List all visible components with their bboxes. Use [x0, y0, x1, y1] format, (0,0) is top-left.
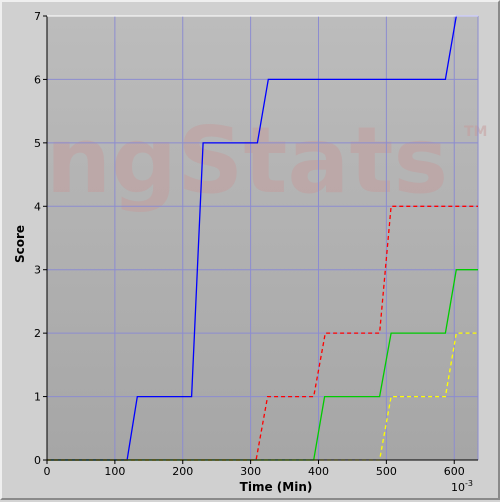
x-tick-label: 400	[308, 465, 329, 478]
series-line-4	[47, 332, 478, 461]
y-tick-label: 4	[34, 200, 41, 213]
y-tick-label: 5	[34, 137, 41, 150]
axes	[46, 15, 478, 461]
y-tick-label: 6	[34, 73, 41, 86]
x-tick-label: 300	[240, 465, 261, 478]
series-lines	[47, 15, 478, 461]
y-tick-label: 1	[34, 391, 41, 404]
x-axis-multiplier: 10-3	[451, 479, 473, 494]
watermark: ngStats	[46, 107, 448, 214]
x-tick-label: 100	[104, 465, 125, 478]
x-tick-label: 200	[172, 465, 193, 478]
y-tick-label: 7	[34, 10, 41, 23]
x-tick-label: 600	[444, 465, 465, 478]
y-axis-label: Score	[13, 225, 27, 263]
series-line-2	[47, 205, 478, 461]
x-tick-label: 0	[44, 465, 51, 478]
y-tick-label: 3	[34, 264, 41, 277]
x-tick-labels: 0 100 200 300 400 500 600	[44, 460, 465, 478]
watermark-trademark: TM	[464, 124, 487, 140]
series-line-1	[47, 15, 478, 461]
x-axis-label: Time (Min)	[240, 480, 313, 494]
y-tick-labels: 0 1 2 3 4 5 6 7	[34, 10, 47, 467]
x-tick-label: 500	[376, 465, 397, 478]
plot-area	[47, 16, 478, 460]
y-tick-label: 2	[34, 327, 41, 340]
series-line-3	[47, 269, 478, 461]
y-tick-label: 0	[34, 454, 41, 467]
